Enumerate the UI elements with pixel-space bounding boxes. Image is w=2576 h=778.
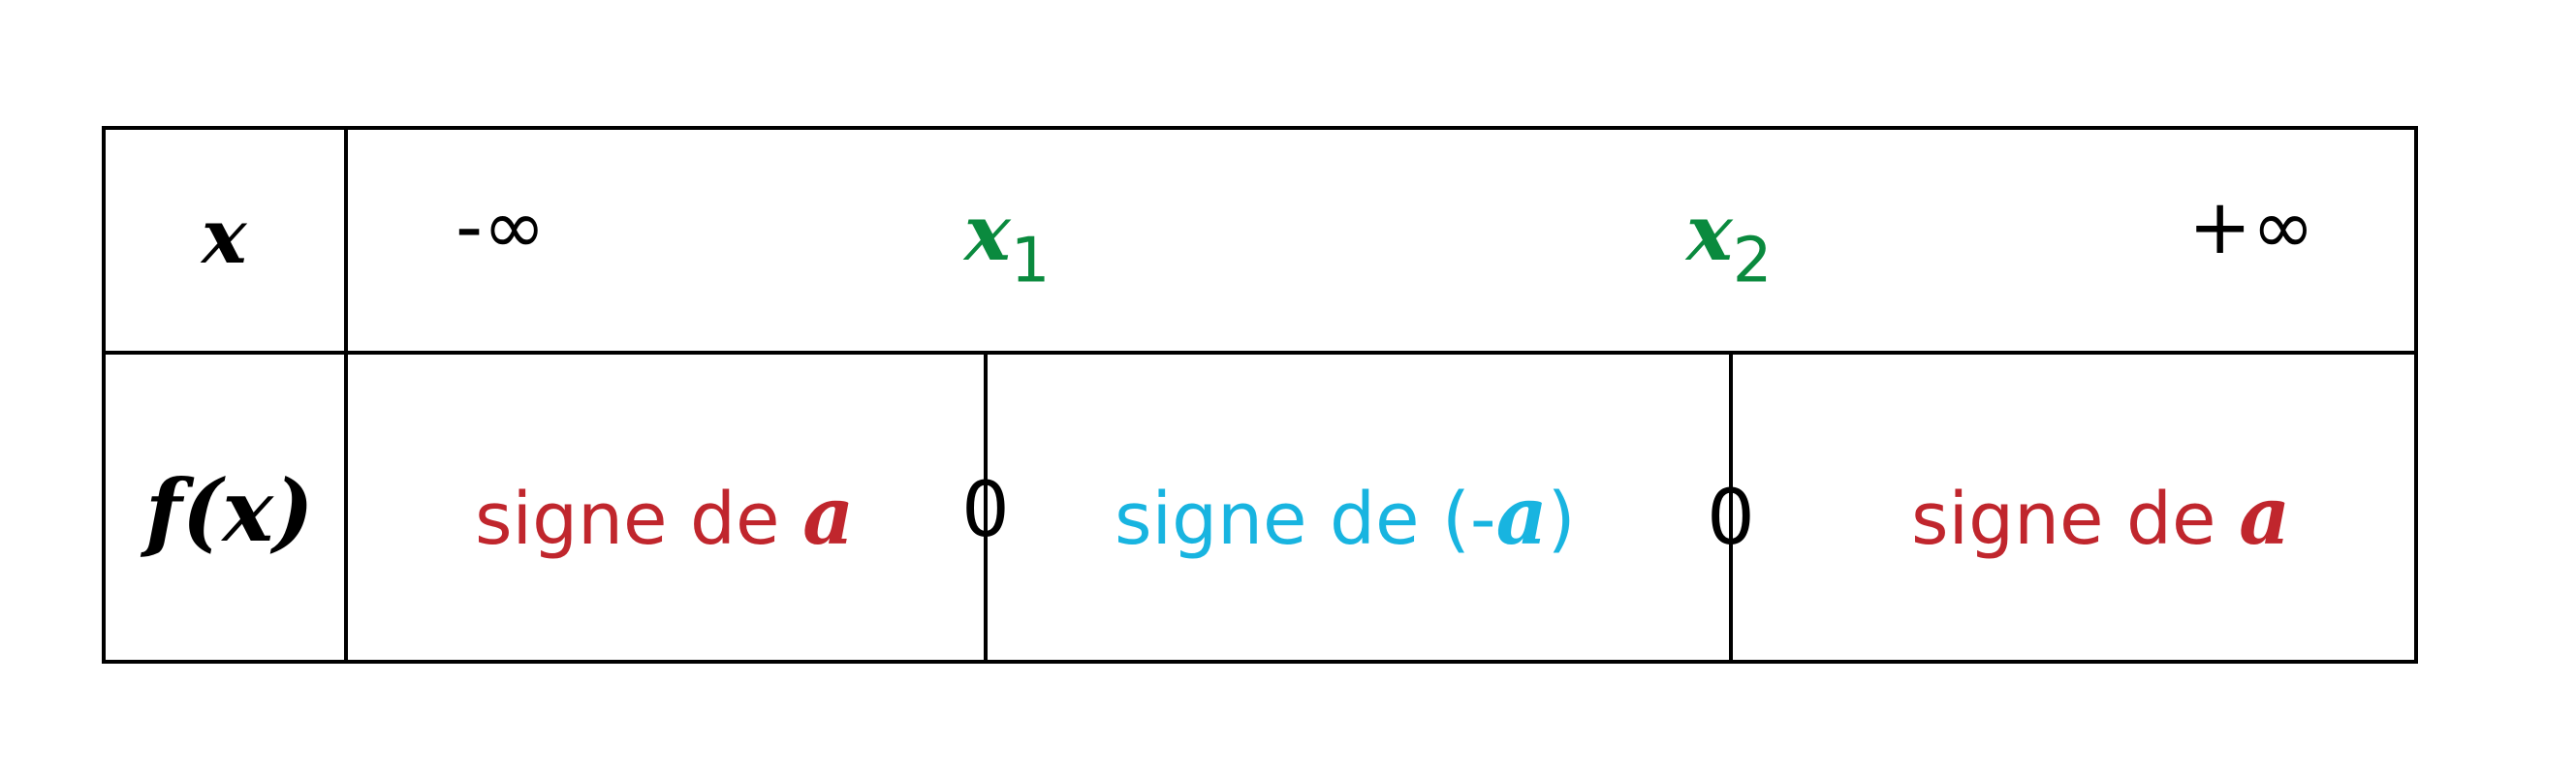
sign-middle-suffix: ) [1547, 478, 1576, 561]
root-x1-subscript: 1 [1010, 225, 1051, 297]
root-x2-subscript: 2 [1732, 225, 1773, 297]
sign-middle-var: a [1495, 470, 1548, 563]
header-column-divider [344, 126, 348, 664]
zero-at-x2: 0 [1707, 475, 1755, 562]
zero-at-x1: 0 [961, 467, 1010, 554]
plus-infinity: +∞ [2188, 184, 2315, 271]
root-x1: x1 [964, 194, 1050, 292]
minus-infinity: -∞ [456, 184, 547, 271]
root-x1-base: x [964, 187, 1011, 278]
zero-line-x1 [984, 351, 988, 664]
row-divider [102, 351, 2418, 355]
sign-middle-interval: signe de (-a) [1115, 477, 1576, 556]
row-header-x: x [202, 193, 247, 281]
sign-left-text: signe de [475, 478, 803, 561]
sign-middle-prefix: signe de (- [1115, 478, 1496, 561]
sign-left-interval: signe de a [475, 477, 854, 556]
sign-right-var: a [2239, 470, 2291, 563]
sign-right-text: signe de [1911, 478, 2240, 561]
zero-line-x2 [1729, 351, 1733, 664]
sign-right-interval: signe de a [1911, 477, 2290, 556]
root-x2-base: x [1686, 187, 1733, 278]
row-header-fx: f(x) [145, 460, 314, 561]
root-x2: x2 [1686, 194, 1772, 292]
sign-table [102, 126, 2418, 664]
sign-left-var: a [802, 470, 855, 563]
